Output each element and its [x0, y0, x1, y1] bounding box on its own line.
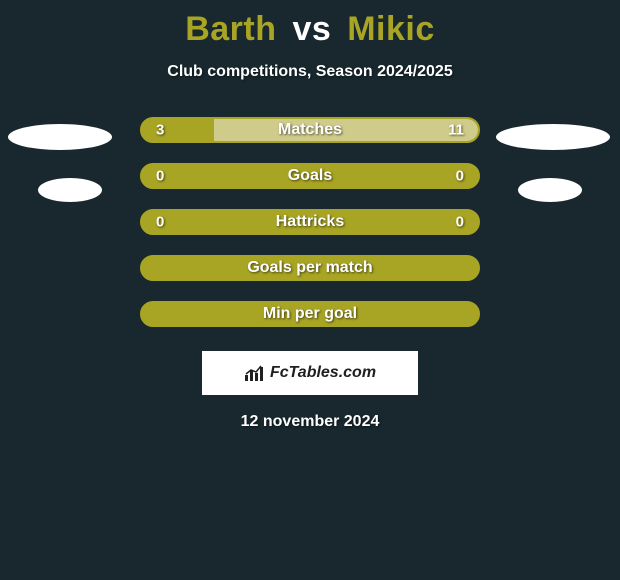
- logo-text: FcTables.com: [270, 364, 376, 382]
- vs-separator: vs: [292, 10, 331, 48]
- stat-row-min-per-goal: Min per goal: [140, 301, 480, 327]
- date-text: 12 november 2024: [0, 413, 620, 431]
- player1-name: Barth: [185, 10, 276, 48]
- decor-ellipse-left-2: [38, 178, 102, 202]
- logo: FcTables.com: [244, 364, 376, 382]
- stat-row-goals-per-match: Goals per match: [140, 255, 480, 281]
- logo-box: FcTables.com: [202, 351, 418, 395]
- player2-name: Mikic: [347, 10, 435, 48]
- stat-label: Hattricks: [142, 213, 478, 231]
- stat-label: Min per goal: [142, 305, 478, 323]
- stat-row-hattricks: 00Hattricks: [140, 209, 480, 235]
- competition-subtitle: Club competitions, Season 2024/2025: [0, 63, 620, 81]
- bars-icon: [244, 364, 266, 382]
- stat-label: Matches: [142, 121, 478, 139]
- decor-ellipse-left-1: [8, 124, 112, 150]
- stat-label: Goals per match: [142, 259, 478, 277]
- stat-row-matches: 311Matches: [140, 117, 480, 143]
- decor-ellipse-right-1: [496, 124, 610, 150]
- comparison-title: Barth vs Mikic: [0, 0, 620, 49]
- decor-ellipse-right-2: [518, 178, 582, 202]
- stat-label: Goals: [142, 167, 478, 185]
- stat-row-goals: 00Goals: [140, 163, 480, 189]
